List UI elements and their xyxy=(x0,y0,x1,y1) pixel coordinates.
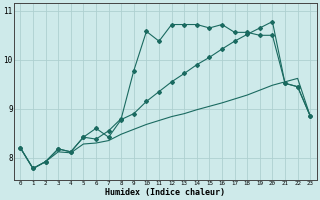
X-axis label: Humidex (Indice chaleur): Humidex (Indice chaleur) xyxy=(105,188,225,197)
